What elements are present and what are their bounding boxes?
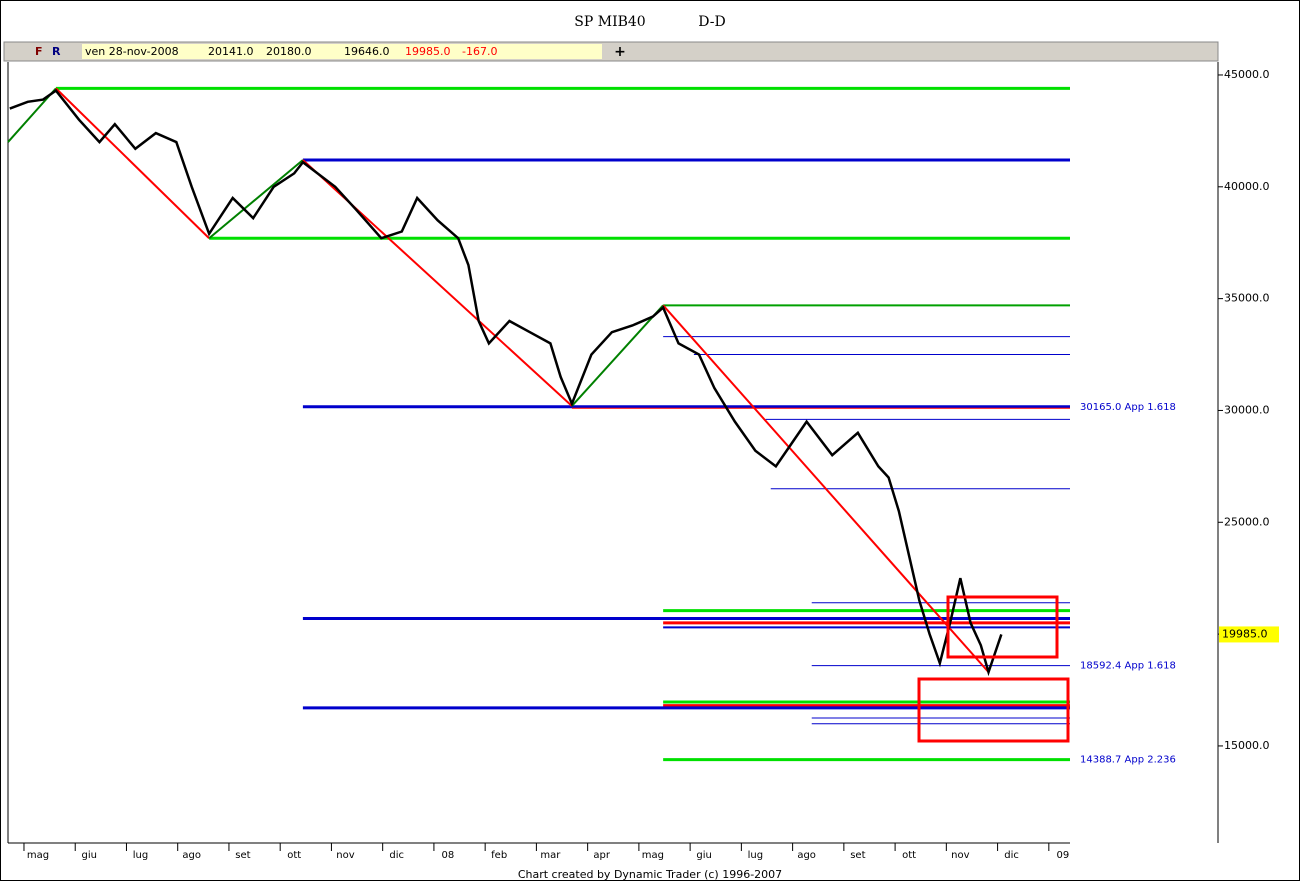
flag: F xyxy=(35,45,43,58)
x-tick-label: feb xyxy=(491,850,507,861)
x-tick-label: ott xyxy=(287,850,301,861)
x-tick-label: ago xyxy=(797,850,816,861)
target-box xyxy=(917,677,1070,743)
x-tick-label: dic xyxy=(1004,850,1019,861)
chart-subtitle: D-D xyxy=(698,14,725,30)
level-label: 18592.4 App 1.618 xyxy=(1080,661,1176,672)
x-tick-label: 09 xyxy=(1056,850,1069,861)
x-tick-label: nov xyxy=(951,850,969,861)
quote-change: -167.0 xyxy=(462,45,497,58)
flag: R xyxy=(52,45,61,58)
x-tick-label: giu xyxy=(696,850,711,861)
x-tick-label: giu xyxy=(81,850,96,861)
quote-open: 20141.0 xyxy=(208,45,254,58)
last-price-box xyxy=(1219,626,1279,643)
quote-close: 19985.0 xyxy=(405,45,451,58)
last-price-label: 19985.0 xyxy=(1222,627,1268,640)
swing-line xyxy=(662,304,990,673)
x-tick-label: set xyxy=(850,850,865,861)
swing-line xyxy=(571,304,664,407)
y-tick-label: 40000.0 xyxy=(1224,180,1270,193)
y-tick-label: 35000.0 xyxy=(1224,292,1270,305)
y-tick-label: 45000.0 xyxy=(1224,68,1270,81)
x-tick-label: 08 xyxy=(442,850,455,861)
x-tick-label: lug xyxy=(133,850,148,861)
x-tick-label: mag xyxy=(642,850,664,861)
chart-title: SP MIB40 xyxy=(574,14,645,30)
y-tick-label: 25000.0 xyxy=(1224,515,1270,528)
y-tick-label: 15000.0 xyxy=(1224,739,1270,752)
swing-line xyxy=(55,87,210,239)
x-tick-label: nov xyxy=(336,850,354,861)
quote-date: ven 28-nov-2008 xyxy=(85,45,179,58)
x-tick-label: ott xyxy=(902,850,916,861)
x-tick-label: mag xyxy=(27,850,49,861)
crosshair-icon[interactable]: + xyxy=(614,44,626,60)
quote-high: 20180.0 xyxy=(266,45,312,58)
footer: Chart created by Dynamic Trader (c) 1996… xyxy=(518,868,782,881)
quote-low: 19646.0 xyxy=(344,45,390,58)
price-line xyxy=(9,88,1003,677)
swing-line xyxy=(208,159,304,240)
quote-field xyxy=(82,44,602,59)
x-tick-label: apr xyxy=(593,850,610,861)
target-box xyxy=(946,595,1059,659)
x-tick-label: dic xyxy=(389,850,404,861)
level-label: 14388.7 App 2.236 xyxy=(1080,755,1176,766)
x-tick-label: set xyxy=(235,850,250,861)
x-tick-label: ago xyxy=(182,850,201,861)
x-tick-label: mar xyxy=(540,850,561,861)
y-tick-label: 30000.0 xyxy=(1224,403,1270,416)
x-tick-label: lug xyxy=(748,850,763,861)
level-label: 30165.0 App 1.618 xyxy=(1080,402,1176,413)
